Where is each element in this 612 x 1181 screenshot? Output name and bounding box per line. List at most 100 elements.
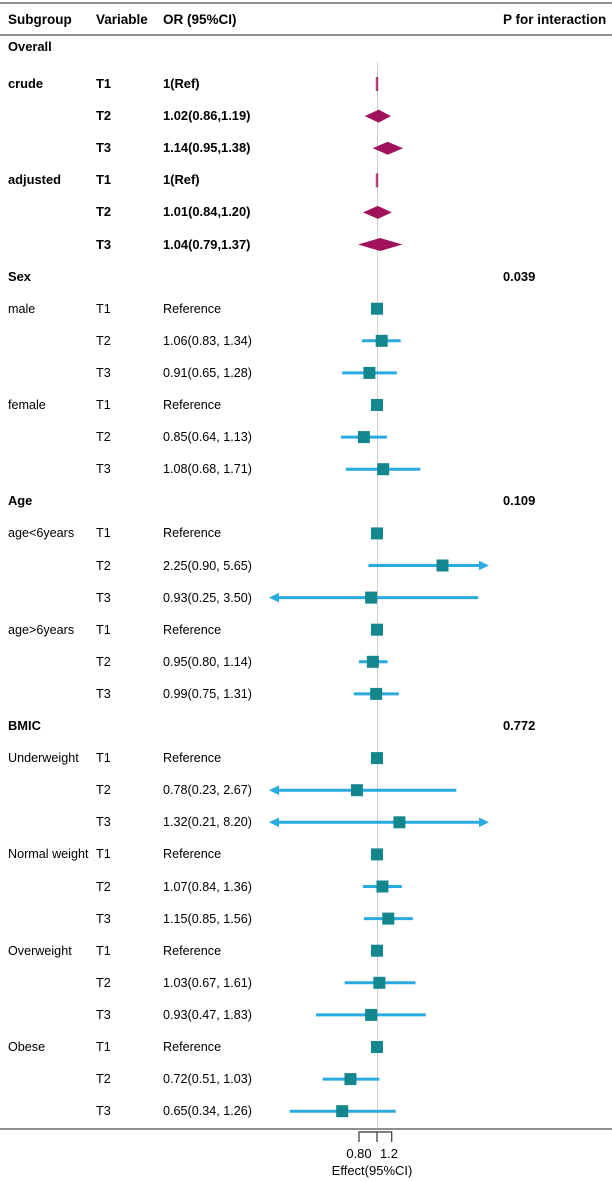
variable-label: T3 [96,236,112,252]
axis-title: Effect(95%CI) [331,1163,413,1178]
variable-label: T2 [96,108,112,124]
variable-label: T3 [96,815,111,830]
column-header-or: OR (95%CI) [163,12,237,27]
column-header-subgroup: Subgroup [8,12,72,27]
forest-row: T2 2.25(0.90, 5.65) [0,550,612,582]
subgroup-label: Sex [8,268,31,284]
or-ci-text: 0.95(0.80, 1.14) [163,654,252,669]
subgroup-label: crude [8,76,44,91]
or-ci-text: 1.02(0.86,1.19) [163,108,251,124]
or-ci-text: 0.93(0.47, 1.83) [163,1007,252,1022]
or-ci-text: Reference [163,943,222,958]
or-ci-text: 1(Ref) [163,76,200,91]
variable-label: T1 [96,622,111,637]
or-ci-text: 1.15(0.85, 1.56) [163,911,252,926]
forest-row: Normal weight T1 Reference [0,838,612,870]
or-ci-text: 1.14(0.95,1.38) [163,140,251,156]
forest-row: Sex 0.039 [0,261,612,293]
variable-label: T2 [96,1072,111,1087]
subgroup-label: Age [8,493,33,509]
or-ci-text: Reference [163,847,222,862]
variable-label: T3 [96,911,111,926]
variable-label: T1 [96,943,111,958]
bottom-rule [0,1128,612,1130]
forest-row: BMIC 0.772 [0,710,612,742]
variable-label: T1 [96,526,111,541]
forest-row: T2 1.06(0.83, 1.34) [0,325,612,357]
variable-label: T1 [96,847,111,862]
forest-row: Underweight T1 Reference [0,742,612,774]
forest-row: T2 1.03(0.67, 1.61) [0,967,612,999]
or-ci-text: 2.25(0.90, 5.65) [163,558,252,573]
axis-tick-label-right: 1.2 [379,1146,399,1161]
forest-row: T3 0.93(0.25, 3.50) [0,582,612,614]
subgroup-label: age<6years [8,526,75,541]
subgroup-label: female [8,398,46,412]
variable-label: T3 [96,1104,111,1119]
or-ci-text: Reference [163,398,222,412]
subgroup-label: BMIC [8,718,41,733]
or-ci-text: 1.08(0.68, 1.71) [163,462,252,477]
forest-row: Obese T1 Reference [0,1031,612,1063]
axis-tick-label-left: 0.80 [346,1146,372,1161]
or-ci-text: 0.72(0.51, 1.03) [163,1072,252,1087]
forest-row: T2 0.72(0.51, 1.03) [0,1063,612,1095]
variable-label: T1 [96,1040,111,1054]
forest-row: T3 1.32(0.21, 8.20) [0,806,612,838]
variable-label: T3 [96,686,111,701]
or-ci-text: 1.06(0.83, 1.34) [163,333,252,348]
variable-label: T2 [96,654,111,669]
forest-row: T3 1.08(0.68, 1.71) [0,453,612,485]
subgroup-label: male [8,301,36,316]
forest-row: male T1 Reference [0,293,612,325]
header-rule [0,34,612,36]
variable-label: T2 [96,204,112,220]
forest-row: Age 0.109 [0,485,612,517]
or-ci-text: 0.78(0.23, 2.67) [163,783,252,798]
axis-bracket [358,1131,393,1142]
subgroup-label: Underweight [8,751,79,766]
or-ci-text: Reference [163,751,222,766]
forest-row: T3 1.15(0.85, 1.56) [0,903,612,935]
forest-row: age<6years T1 Reference [0,517,612,549]
subgroup-label: Obese [8,1040,46,1054]
column-header-variable: Variable [96,12,148,27]
forest-row: female T1 Reference [0,389,612,421]
variable-label: T1 [96,76,112,91]
forest-row: Overall [0,31,612,63]
variable-label: T3 [96,590,111,605]
subgroup-label: Overweight [8,943,72,958]
or-ci-text: 0.93(0.25, 3.50) [163,590,252,605]
or-ci-text: 0.91(0.65, 1.28) [163,365,252,380]
variable-label: T2 [96,333,111,348]
column-header-p-interaction: P for interaction [503,12,607,27]
forest-row: T2 0.85(0.64, 1.13) [0,421,612,453]
forest-row: T3 0.99(0.75, 1.31) [0,678,612,710]
or-ci-text: 0.85(0.64, 1.13) [163,430,252,445]
variable-label: T3 [96,140,112,156]
or-ci-text: 1.01(0.84,1.20) [163,204,251,220]
forest-row: T2 0.78(0.23, 2.67) [0,774,612,806]
subgroup-label: Normal weight [8,847,89,862]
variable-label: T2 [96,879,111,894]
variable-label: T2 [96,558,111,573]
variable-label: T2 [96,975,111,990]
or-ci-text: Reference [163,526,222,541]
or-ci-text: 1(Ref) [163,172,200,188]
forest-row: crude T1 1(Ref) [0,68,612,100]
or-ci-text: 0.99(0.75, 1.31) [163,686,252,701]
variable-label: T1 [96,751,111,766]
reference-vertical-line [376,62,379,1128]
forest-row: T2 1.07(0.84, 1.36) [0,871,612,903]
forest-row: T3 0.91(0.65, 1.28) [0,357,612,389]
variable-label: T1 [96,172,112,188]
or-ci-text: Reference [163,301,222,316]
or-ci-text: 1.07(0.84, 1.36) [163,879,252,894]
p-interaction-value: 0.772 [503,718,536,733]
forest-row: adjusted T1 1(Ref) [0,164,612,196]
variable-label: T1 [96,398,111,412]
forest-row: age>6years T1 Reference [0,614,612,646]
or-ci-text: 1.03(0.67, 1.61) [163,975,252,990]
forest-row: T2 1.02(0.86,1.19) [0,100,612,132]
